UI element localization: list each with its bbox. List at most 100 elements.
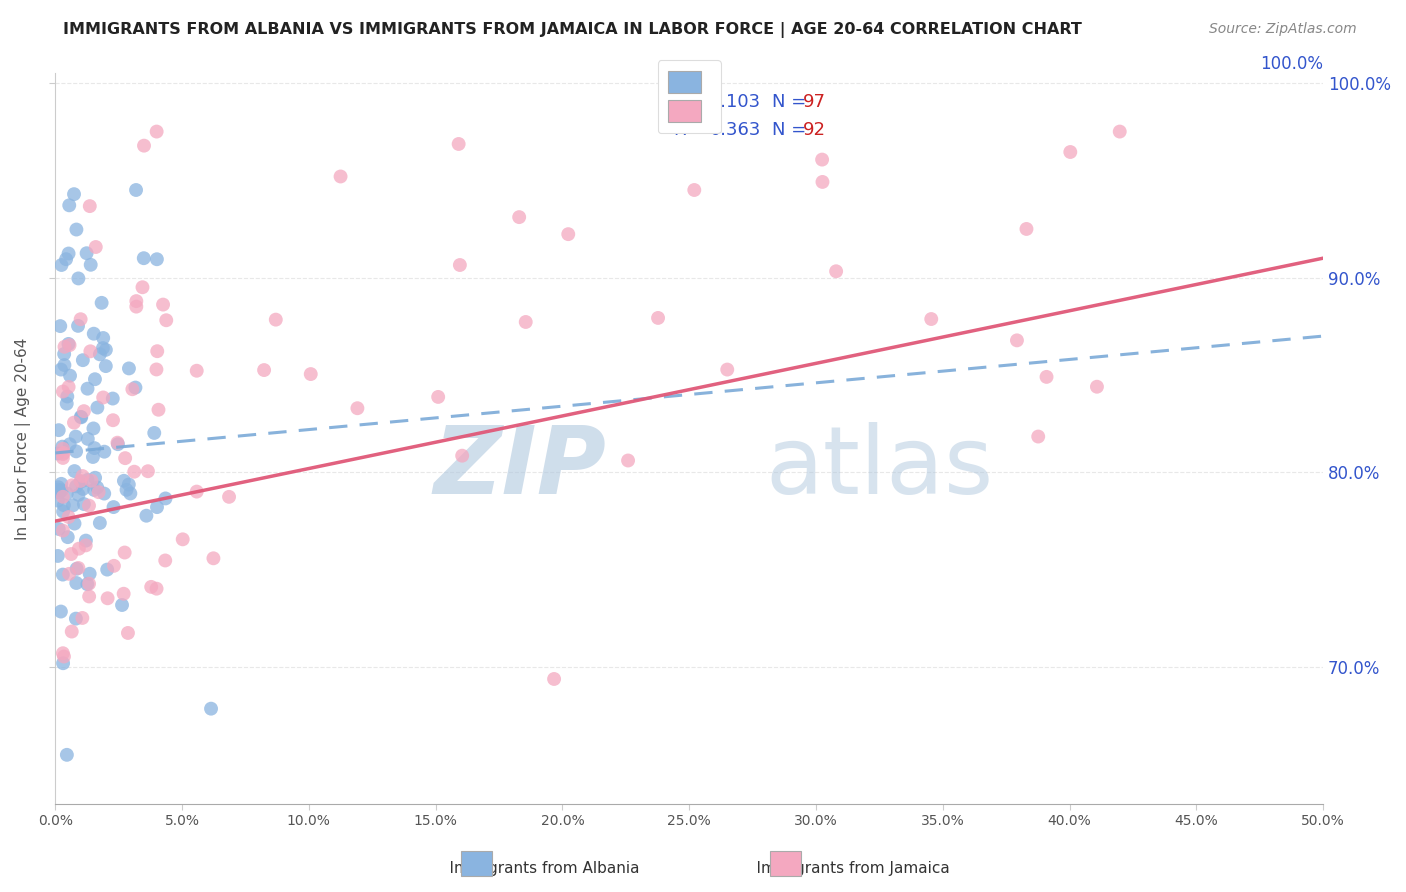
Point [96, 563, 118, 577]
Point [65, 429, 87, 443]
Point [79, 344, 101, 359]
Point [143, 425, 166, 440]
Text: 0.103: 0.103 [710, 93, 761, 111]
Point [67, 318, 90, 333]
Point [79, 566, 101, 581]
Point [84, 372, 107, 386]
Point [112, 474, 135, 488]
Point [543, 672, 565, 686]
Point [1005, 334, 1028, 348]
Point [107, 435, 129, 450]
Point [811, 175, 834, 189]
Point [91, 331, 114, 345]
Point [76, 382, 98, 396]
Point [46, 446, 69, 460]
Text: Immigrants from Albania: Immigrants from Albania [429, 861, 640, 876]
Point [73, 404, 96, 418]
Point [146, 252, 169, 267]
Point [58, 380, 80, 394]
Point [115, 483, 138, 497]
Point [67, 271, 90, 285]
Point [53, 358, 76, 372]
Point [647, 310, 669, 325]
Point [63, 187, 86, 202]
Point [83, 441, 105, 455]
Point [52, 446, 75, 460]
Point [146, 344, 169, 359]
Point [136, 464, 159, 478]
Point [48, 522, 70, 536]
Point [1085, 380, 1108, 394]
Text: R =: R = [673, 93, 713, 111]
Point [52, 442, 75, 456]
Point [77, 499, 100, 513]
Point [172, 533, 194, 547]
Point [52, 490, 75, 504]
Point [58, 566, 80, 581]
Point [65, 612, 87, 626]
Point [70, 410, 93, 425]
Point [508, 210, 530, 224]
Point [52, 524, 75, 538]
Point [82, 421, 104, 435]
Point [449, 258, 471, 272]
Point [84, 240, 107, 254]
Point [94, 359, 117, 373]
Point [51, 483, 73, 498]
Point [200, 701, 222, 715]
Point [89, 347, 111, 361]
Point [70, 475, 93, 489]
Legend: , : , [658, 61, 721, 133]
Point [155, 313, 177, 327]
Point [132, 251, 155, 265]
Point [125, 183, 148, 197]
Point [72, 482, 94, 496]
Point [101, 413, 124, 427]
Point [716, 362, 738, 376]
Point [811, 153, 834, 167]
Point [111, 598, 134, 612]
Point [52, 498, 75, 512]
Point [55, 252, 77, 267]
Point [80, 474, 103, 488]
Text: Immigrants from Jamaica: Immigrants from Jamaica [737, 861, 950, 876]
Point [145, 125, 167, 139]
Point [63, 416, 86, 430]
Point [77, 576, 100, 591]
Point [49, 319, 72, 334]
Point [60, 478, 83, 492]
Point [82, 450, 104, 464]
Point [59, 368, 82, 383]
Point [53, 340, 76, 354]
Point [67, 561, 90, 575]
Point [114, 451, 136, 466]
Point [65, 576, 87, 591]
Point [1015, 222, 1038, 236]
Point [58, 246, 80, 260]
Point [58, 337, 80, 351]
Point [48, 480, 70, 494]
Text: Source: ZipAtlas.com: Source: ZipAtlas.com [1209, 22, 1357, 37]
Point [103, 500, 125, 514]
Point [1026, 429, 1049, 443]
Point [83, 483, 105, 497]
Point [53, 347, 76, 361]
Point [52, 447, 75, 461]
Point [218, 490, 240, 504]
Point [60, 547, 83, 561]
Point [86, 481, 108, 495]
Point [118, 361, 141, 376]
Point [141, 580, 163, 594]
Point [920, 312, 942, 326]
Point [84, 471, 107, 485]
Point [93, 444, 115, 458]
Point [55, 396, 77, 410]
Point [451, 449, 474, 463]
Point [1035, 370, 1057, 384]
Point [65, 444, 87, 458]
Point [346, 401, 368, 416]
Point [58, 510, 80, 524]
Point [114, 545, 136, 559]
Point [51, 440, 73, 454]
Point [58, 338, 80, 352]
